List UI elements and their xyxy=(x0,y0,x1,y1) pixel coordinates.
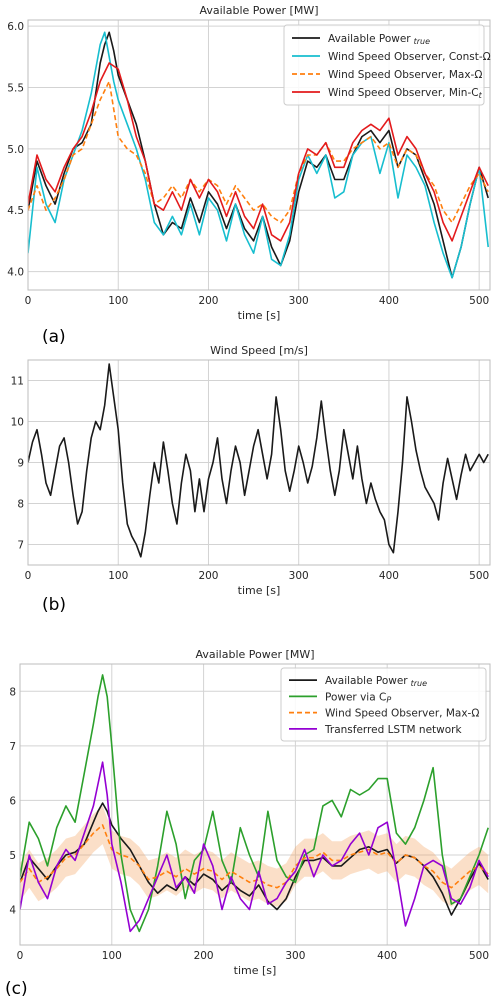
x-tick-label: 0 xyxy=(25,295,32,307)
y-tick-label: 8 xyxy=(9,686,16,698)
legend-entry: Wind Speed Observer, Max-Ω xyxy=(328,69,482,81)
y-tick-label: 5.5 xyxy=(7,83,24,95)
x-axis-label: time [s] xyxy=(234,964,277,977)
legend-entry: Available Power true xyxy=(328,33,430,46)
panel-letter: (c) xyxy=(5,979,28,999)
plot-frame xyxy=(19,663,491,946)
x-tick-label: 400 xyxy=(379,295,399,307)
plot-area xyxy=(28,363,489,558)
chart-title: Available Power [MW] xyxy=(200,4,319,17)
legend-entry: Wind Speed Observer, Max-Ω xyxy=(325,708,479,720)
y-tick-label: 9 xyxy=(17,458,24,470)
x-tick-label: 0 xyxy=(17,950,24,962)
x-tick-label: 400 xyxy=(379,570,399,582)
legend-box xyxy=(280,667,487,742)
panel-letter: (a) xyxy=(42,327,66,347)
legend-entry: Wind Speed Observer, Const-Ω xyxy=(328,51,491,63)
series-line-1 xyxy=(28,363,489,558)
x-tick-label: 200 xyxy=(198,295,218,307)
legend: Available Power true Wind Speed Observer, … xyxy=(283,24,491,106)
series-line-3 xyxy=(28,80,489,224)
series-line-1 xyxy=(28,31,489,279)
x-tick-label: 200 xyxy=(194,950,214,962)
legend: Available Power true Power via CP Wind Spee… xyxy=(280,667,487,742)
y-tick-label: 4.0 xyxy=(7,267,24,279)
y-tick-label: 4.5 xyxy=(7,205,24,217)
x-tick-label: 100 xyxy=(102,950,122,962)
legend-entry: Available Power true xyxy=(325,675,427,688)
y-tick-label: 7 xyxy=(9,741,16,753)
series-line-4 xyxy=(28,62,489,242)
y-tick-label: 7 xyxy=(17,540,24,552)
series-line-2 xyxy=(28,31,489,279)
panel-letter: (b) xyxy=(42,595,66,615)
chart-panel-3: Available Power [MW] 0 100 200 300 400 500 4 5 6 7… xyxy=(5,648,491,999)
x-tick-label: 100 xyxy=(108,570,128,582)
y-tick-label: 11 xyxy=(11,376,24,388)
x-tick-label: 500 xyxy=(469,950,489,962)
chart-panel-2: Wind Speed [m/s] 0 100 200 300 400 500 7 8 9 10 11 t… xyxy=(11,344,491,615)
legend-entry: Wind Speed Observer, Min-Ct xyxy=(328,87,483,100)
plot-area xyxy=(28,31,489,279)
x-tick-label: 100 xyxy=(108,295,128,307)
series-line-4 xyxy=(20,761,489,933)
x-tick-label: 400 xyxy=(377,950,397,962)
legend-box xyxy=(283,24,485,106)
x-tick-label: 0 xyxy=(25,570,32,582)
y-tick-label: 4 xyxy=(9,905,16,917)
x-tick-label: 200 xyxy=(198,570,218,582)
y-tick-label: 6.0 xyxy=(7,21,24,33)
x-tick-label: 300 xyxy=(289,570,309,582)
y-tick-label: 5 xyxy=(9,850,16,862)
x-tick-label: 300 xyxy=(289,295,309,307)
legend-entry: Power via CP xyxy=(325,691,391,704)
chart-title: Available Power [MW] xyxy=(196,648,315,661)
uncertainty-band xyxy=(20,805,489,907)
plot-frame xyxy=(27,359,491,566)
x-axis-label: time [s] xyxy=(238,309,281,322)
x-tick-label: 500 xyxy=(469,295,489,307)
y-tick-label: 5.0 xyxy=(7,144,24,156)
y-tick-label: 6 xyxy=(9,795,16,807)
chart-title: Wind Speed [m/s] xyxy=(210,344,308,357)
y-tick-label: 10 xyxy=(11,417,24,429)
x-tick-label: 500 xyxy=(469,570,489,582)
x-tick-label: 300 xyxy=(285,950,305,962)
series-line-3 xyxy=(20,824,489,889)
chart-panel-1: Available Power [MW] 0 100 200 300 400 500 4.0 4… xyxy=(7,4,490,347)
legend-entry: Transferred LSTM network xyxy=(324,724,462,736)
x-axis-label: time [s] xyxy=(238,584,281,597)
series-line-2 xyxy=(20,674,489,933)
y-tick-label: 8 xyxy=(17,499,24,511)
plot-area xyxy=(20,674,489,933)
plot-frame xyxy=(27,19,491,291)
